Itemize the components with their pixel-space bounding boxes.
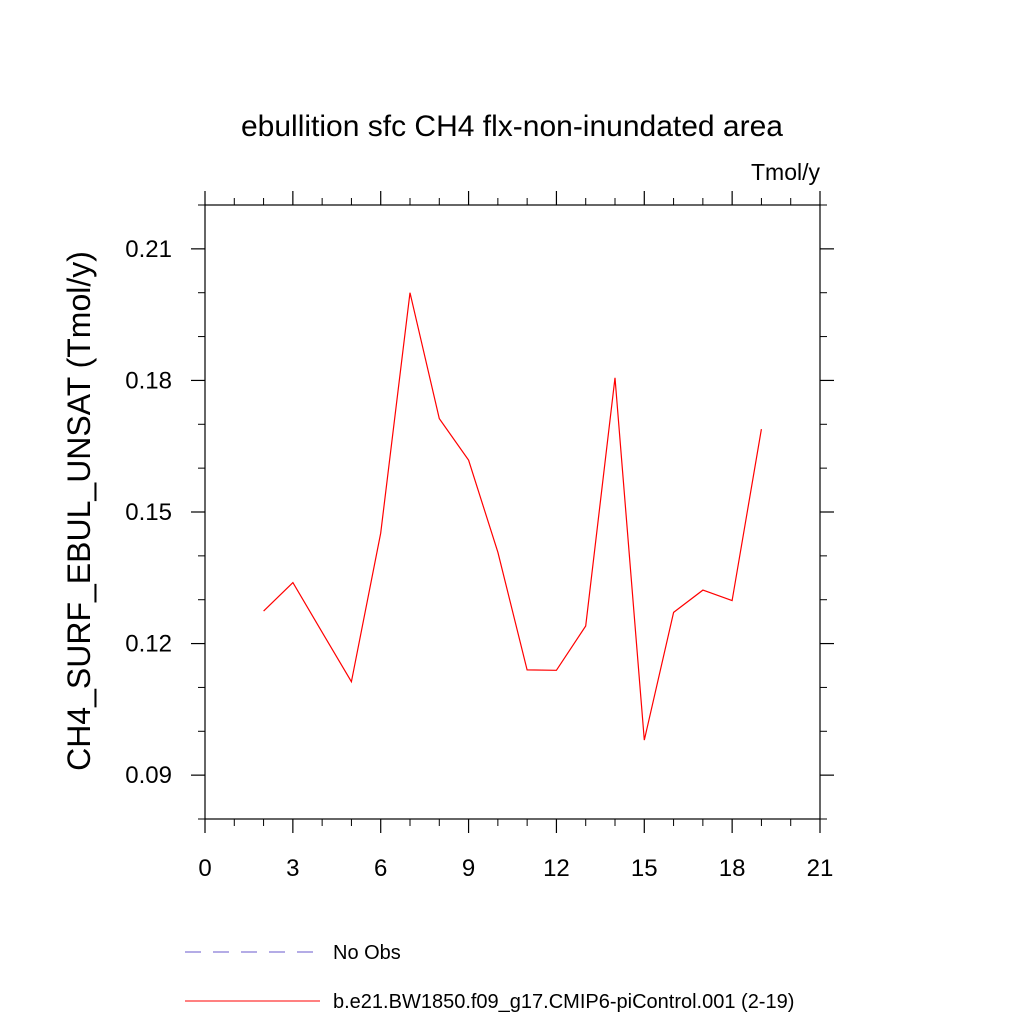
- x-tick-label: 0: [198, 855, 211, 882]
- y-tick-label: 0.18: [125, 367, 172, 394]
- y-tick-label: 0.09: [125, 762, 172, 789]
- x-tick-label: 21: [807, 855, 834, 882]
- legend: No Obs b.e21.BW1850.f09_g17.CMIP6-piContr…: [185, 942, 794, 1013]
- series-layer: [263, 292, 762, 741]
- y-tick-label: 0.21: [125, 236, 172, 263]
- y-axis-label: CH4_SURF_EBUL_UNSAT (Tmol/y): [61, 251, 97, 771]
- x-tick-label: 15: [631, 855, 658, 882]
- legend-label: b.e21.BW1850.f09_g17.CMIP6-piControl.001…: [333, 991, 794, 1013]
- y-tick-label: 0.12: [125, 631, 172, 658]
- axis-ticks: 0 3 6 9 12 15 18 21 0.09 0.12 0.15 0.18 0.21: [125, 191, 834, 882]
- series-line: [263, 292, 762, 741]
- units-label: Tmol/y: [751, 159, 821, 185]
- chart-title: ebullition sfc CH4 flx-non-inundated are…: [241, 110, 783, 143]
- legend-label: No Obs: [333, 942, 401, 964]
- y-tick-label: 0.15: [125, 499, 172, 526]
- x-tick-label: 6: [374, 855, 387, 882]
- x-tick-label: 18: [719, 855, 746, 882]
- plot-frame: [204, 204, 821, 820]
- x-tick-label: 12: [543, 855, 570, 882]
- x-tick-label: 9: [462, 855, 475, 882]
- x-tick-label: 3: [286, 855, 299, 882]
